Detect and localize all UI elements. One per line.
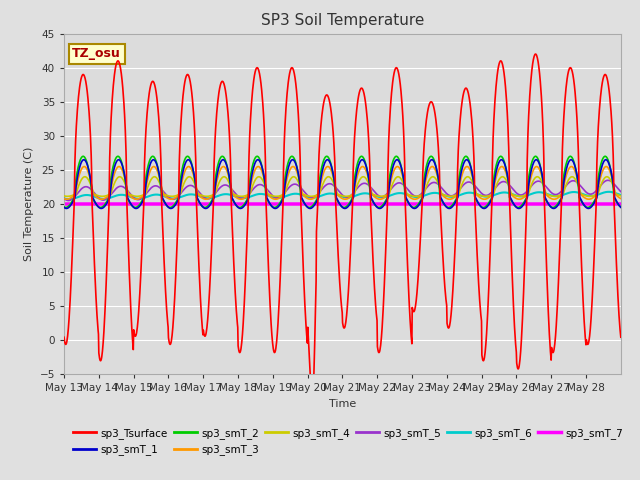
sp3_smT_7 bbox=[556, 201, 563, 207]
sp3_smT_4 bbox=[474, 192, 482, 197]
sp3_smT_3 bbox=[60, 196, 68, 202]
sp3_smT_2 bbox=[556, 198, 564, 204]
sp3_smT_2 bbox=[317, 167, 325, 173]
Line: sp3_smT_4: sp3_smT_4 bbox=[64, 177, 621, 196]
sp3_smT_7 bbox=[617, 201, 625, 207]
sp3_smT_3 bbox=[474, 193, 482, 199]
sp3_smT_5 bbox=[328, 181, 336, 187]
sp3_smT_2 bbox=[611, 195, 618, 201]
sp3_smT_6 bbox=[474, 192, 482, 197]
sp3_smT_1 bbox=[611, 190, 618, 195]
sp3_smT_3 bbox=[428, 164, 436, 169]
sp3_smT_1 bbox=[60, 204, 68, 210]
sp3_smT_4 bbox=[556, 192, 564, 198]
sp3_smT_3 bbox=[611, 186, 618, 192]
sp3_smT_1 bbox=[474, 200, 482, 206]
Title: SP3 Soil Temperature: SP3 Soil Temperature bbox=[260, 13, 424, 28]
sp3_smT_1 bbox=[463, 157, 470, 163]
sp3_smT_1 bbox=[147, 159, 155, 165]
sp3_smT_2 bbox=[328, 164, 335, 170]
Line: sp3_Tsurface: sp3_Tsurface bbox=[64, 54, 621, 403]
Line: sp3_smT_3: sp3_smT_3 bbox=[64, 167, 621, 199]
Line: sp3_smT_6: sp3_smT_6 bbox=[64, 192, 621, 199]
sp3_smT_5 bbox=[65, 198, 72, 204]
sp3_Tsurface bbox=[617, 335, 625, 340]
sp3_smT_1 bbox=[556, 199, 564, 205]
sp3_smT_2 bbox=[497, 154, 504, 159]
sp3_Tsurface bbox=[147, 81, 155, 87]
sp3_Tsurface bbox=[60, 335, 68, 340]
sp3_Tsurface bbox=[611, 206, 618, 212]
sp3_smT_4 bbox=[317, 186, 325, 192]
Text: TZ_osu: TZ_osu bbox=[72, 48, 121, 60]
sp3_Tsurface bbox=[556, 243, 564, 249]
sp3_smT_3 bbox=[147, 166, 155, 172]
sp3_smT_2 bbox=[617, 204, 625, 210]
sp3_smT_6 bbox=[556, 193, 563, 199]
sp3_smT_5 bbox=[556, 190, 563, 196]
sp3_smT_4 bbox=[377, 193, 385, 199]
sp3_smT_6 bbox=[317, 192, 325, 198]
sp3_smT_7 bbox=[474, 201, 481, 207]
Line: sp3_smT_2: sp3_smT_2 bbox=[64, 156, 621, 207]
sp3_smT_7 bbox=[60, 201, 68, 207]
sp3_smT_3 bbox=[617, 196, 625, 202]
sp3_smT_7 bbox=[328, 201, 335, 207]
sp3_smT_1 bbox=[617, 204, 625, 210]
sp3_smT_6 bbox=[148, 192, 156, 198]
sp3_smT_4 bbox=[617, 193, 625, 199]
sp3_smT_2 bbox=[474, 199, 481, 205]
sp3_smT_6 bbox=[328, 191, 336, 196]
sp3_Tsurface bbox=[308, 400, 316, 406]
sp3_smT_5 bbox=[617, 189, 625, 194]
sp3_smT_6 bbox=[60, 195, 68, 201]
Y-axis label: Soil Temperature (C): Soil Temperature (C) bbox=[24, 147, 34, 261]
Legend: sp3_Tsurface, sp3_smT_1, sp3_smT_2, sp3_smT_3, sp3_smT_4, sp3_smT_5, sp3_smT_6, : sp3_Tsurface, sp3_smT_1, sp3_smT_2, sp3_… bbox=[69, 424, 627, 459]
sp3_smT_4 bbox=[328, 176, 335, 182]
sp3_Tsurface bbox=[328, 117, 336, 123]
sp3_smT_4 bbox=[611, 186, 618, 192]
sp3_smT_3 bbox=[556, 193, 564, 199]
Line: sp3_smT_1: sp3_smT_1 bbox=[64, 160, 621, 208]
sp3_smT_2 bbox=[515, 204, 522, 210]
sp3_smT_6 bbox=[611, 190, 618, 196]
sp3_smT_4 bbox=[394, 174, 402, 180]
X-axis label: Time: Time bbox=[329, 399, 356, 409]
sp3_smT_6 bbox=[605, 189, 612, 195]
sp3_smT_5 bbox=[611, 181, 618, 187]
sp3_smT_6 bbox=[617, 192, 625, 198]
sp3_Tsurface bbox=[317, 116, 325, 121]
sp3_smT_1 bbox=[328, 165, 335, 170]
sp3_smT_7 bbox=[147, 201, 155, 207]
sp3_smT_6 bbox=[65, 196, 73, 202]
sp3_smT_2 bbox=[147, 155, 155, 160]
sp3_smT_3 bbox=[328, 169, 335, 175]
sp3_smT_5 bbox=[148, 185, 156, 191]
sp3_smT_4 bbox=[147, 177, 155, 182]
sp3_smT_7 bbox=[610, 201, 618, 207]
sp3_smT_3 bbox=[445, 196, 453, 202]
sp3_smT_5 bbox=[604, 178, 612, 183]
sp3_smT_7 bbox=[317, 201, 325, 207]
sp3_smT_5 bbox=[474, 186, 482, 192]
sp3_smT_4 bbox=[60, 193, 68, 199]
sp3_smT_2 bbox=[60, 204, 68, 210]
sp3_smT_1 bbox=[317, 174, 325, 180]
sp3_smT_5 bbox=[60, 195, 68, 201]
Line: sp3_smT_5: sp3_smT_5 bbox=[64, 180, 621, 201]
sp3_smT_1 bbox=[445, 205, 453, 211]
sp3_Tsurface bbox=[532, 51, 540, 57]
sp3_Tsurface bbox=[474, 266, 482, 272]
sp3_smT_5 bbox=[317, 187, 325, 192]
sp3_smT_3 bbox=[317, 179, 325, 184]
